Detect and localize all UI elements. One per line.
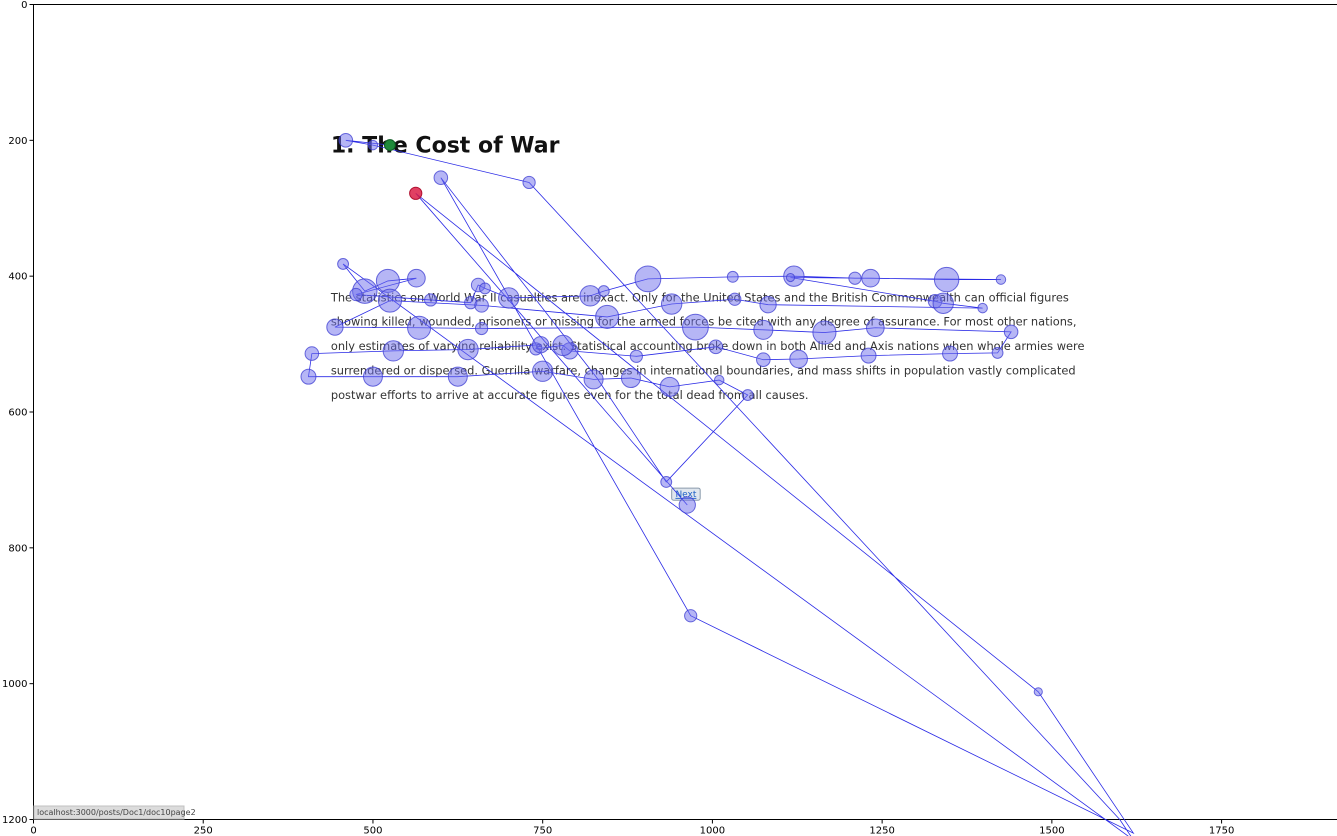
fixation-point [741,389,754,401]
status-bar-box [33,805,185,820]
fixation-point [522,175,536,190]
fixation-point [933,266,960,293]
fixation-point [457,338,479,361]
fixation-point [595,304,620,329]
scanpath-line [307,139,1135,836]
fixation-point [726,270,739,283]
fixation-point [756,352,771,367]
fixation-point [447,366,468,387]
y-tick-label: 1200 [2,815,27,826]
fixation-point [932,292,954,315]
fixation-point [678,496,696,514]
fixation-point [753,319,774,340]
y-tick-label: 800 [8,543,27,554]
fixation-point [759,296,777,314]
fixation-point [531,360,554,382]
fixation-point [620,368,641,389]
first-fixation-point [383,139,396,152]
fixation-point [991,346,1004,359]
last-fixation-point [409,186,423,200]
fixation-point [349,287,363,302]
fixation-point [942,345,958,362]
fixation-point [660,476,673,488]
fixation-point [860,347,877,364]
x-tick-label: 750 [533,826,552,836]
x-tick-label: 1000 [700,826,725,836]
x-tick-label: 1750 [1209,826,1234,836]
fixation-point [531,336,550,354]
fixation-point [433,170,449,185]
fixation-point [629,349,643,363]
fixation-point [866,318,885,338]
next-button[interactable]: Next [671,487,701,501]
fixation-point [708,339,724,355]
fixation-point [479,282,491,295]
status-url: localhost:3000/posts/Doc1/doc10page2 [37,808,196,817]
fixation-point [338,133,354,148]
fixation-point [382,340,405,362]
y-tick-label: 0 [21,0,27,11]
fixation-point [377,288,402,313]
document-heading: 1. The Cost of War [331,134,560,159]
fixation-point [579,285,601,307]
next-button-label[interactable]: Next [675,490,696,500]
fixation-point [367,139,379,151]
fixation-point [684,609,698,623]
fixation-point [1033,687,1043,697]
fixation-point [785,272,796,283]
fixation-point [812,320,837,345]
fixation-point [597,285,610,298]
fixation-point [977,302,988,314]
fixation-point [407,268,426,288]
fixation-point [552,334,574,357]
fixation-point [474,298,489,313]
fixation-point [300,368,317,385]
fixation-point [326,318,344,336]
fixation-point [1003,324,1019,340]
fixation-point [474,321,489,336]
fixation-point [659,376,680,397]
x-tick-label: 0 [30,826,36,836]
fixation-point [713,374,725,386]
fixation-point [304,346,320,361]
fixation-point [407,315,432,340]
fixations [300,133,1043,697]
status-bar: localhost:3000/posts/Doc1/doc10page2 [33,805,196,820]
fixation-point [861,268,880,288]
axes [33,4,1337,820]
y-tick-label: 200 [8,136,27,147]
fixation-point [424,293,438,307]
document-line: postwar efforts to arrive at accurate fi… [331,388,809,402]
fixation-point [789,349,808,369]
y-ticks: 0 200 400 600 800 1000 1200 [2,0,34,826]
x-tick-label: 250 [194,826,213,836]
fixation-point [634,265,662,293]
document-line: only estimates of varying reliability ex… [331,339,1085,353]
y-tick-label: 1000 [2,679,27,690]
fixation-point [848,271,862,285]
fixation-point [337,258,350,270]
fixation-point [498,287,520,309]
x-ticks: 0 250 500 750 1000 1250 1500 1750 [30,819,1234,836]
fixation-point [583,369,604,390]
x-tick-label: 1250 [869,826,894,836]
document-stimulus: 1. The Cost of War The statistics on Wor… [33,134,1085,820]
fixation-point [660,293,683,315]
y-tick-label: 600 [8,408,27,419]
y-tick-label: 400 [8,272,27,283]
x-tick-label: 1500 [1039,826,1064,836]
x-tick-label: 500 [363,826,382,836]
fixation-point [995,274,1007,285]
fixation-point [362,366,383,387]
fixation-point [728,292,742,306]
fixation-point [682,313,709,341]
